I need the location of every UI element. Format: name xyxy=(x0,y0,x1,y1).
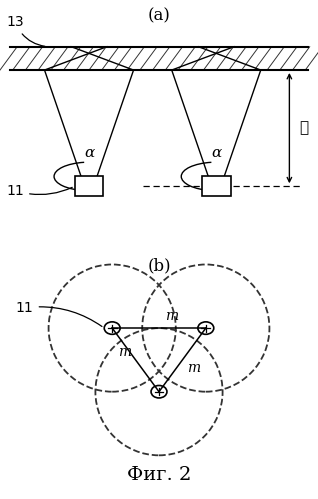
Text: α: α xyxy=(211,146,221,160)
Text: m: m xyxy=(118,345,131,359)
Text: m: m xyxy=(187,361,200,375)
Text: 13: 13 xyxy=(6,15,45,46)
Text: (a): (a) xyxy=(148,8,170,25)
Text: (b): (b) xyxy=(147,257,171,274)
Bar xyxy=(202,177,231,196)
Text: Фиг. 2: Фиг. 2 xyxy=(127,466,191,484)
Text: 11: 11 xyxy=(16,301,102,326)
Text: α: α xyxy=(84,146,94,160)
Text: 11: 11 xyxy=(6,184,72,198)
Text: ℓ: ℓ xyxy=(299,121,308,135)
Text: m: m xyxy=(165,309,178,323)
Bar xyxy=(75,177,103,196)
